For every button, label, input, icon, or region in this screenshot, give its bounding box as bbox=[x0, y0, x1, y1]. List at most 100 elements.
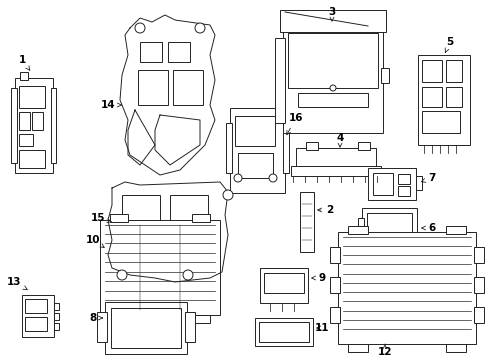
Bar bbox=[283, 28, 383, 133]
Bar bbox=[300, 192, 314, 252]
Text: 8: 8 bbox=[89, 313, 102, 323]
Polygon shape bbox=[120, 15, 215, 175]
Bar bbox=[19, 134, 33, 146]
Bar bbox=[97, 312, 107, 342]
Text: 3: 3 bbox=[328, 7, 336, 21]
Bar bbox=[381, 68, 389, 83]
Bar bbox=[446, 87, 462, 107]
Text: 7: 7 bbox=[421, 173, 436, 183]
Polygon shape bbox=[108, 182, 228, 282]
Bar bbox=[111, 308, 181, 348]
Bar bbox=[367, 213, 412, 251]
Bar bbox=[422, 60, 442, 82]
Text: 12: 12 bbox=[378, 344, 392, 357]
Bar bbox=[138, 70, 168, 105]
Bar bbox=[398, 174, 410, 184]
Bar bbox=[398, 186, 410, 196]
Bar bbox=[446, 60, 462, 82]
Bar bbox=[296, 148, 376, 170]
Bar bbox=[51, 88, 56, 163]
Bar bbox=[170, 195, 208, 223]
Bar bbox=[25, 299, 47, 313]
Bar bbox=[255, 318, 313, 346]
Bar bbox=[306, 142, 318, 150]
Bar bbox=[474, 247, 484, 263]
Bar bbox=[19, 150, 45, 168]
Bar bbox=[192, 214, 210, 222]
Bar bbox=[368, 168, 416, 200]
Bar bbox=[54, 313, 59, 320]
Bar bbox=[418, 55, 470, 145]
Circle shape bbox=[330, 85, 336, 91]
Bar bbox=[348, 226, 368, 234]
Bar bbox=[140, 42, 162, 62]
Bar bbox=[260, 268, 308, 303]
Bar bbox=[283, 123, 289, 173]
Circle shape bbox=[117, 270, 127, 280]
Bar bbox=[238, 153, 273, 178]
Circle shape bbox=[183, 270, 193, 280]
Bar bbox=[226, 123, 232, 173]
Polygon shape bbox=[128, 110, 155, 165]
Circle shape bbox=[135, 23, 145, 33]
Text: 9: 9 bbox=[312, 273, 325, 283]
Text: 10: 10 bbox=[86, 235, 104, 247]
Circle shape bbox=[269, 174, 277, 182]
Bar bbox=[330, 307, 340, 323]
Bar bbox=[298, 93, 368, 107]
Bar bbox=[275, 38, 285, 123]
Bar bbox=[259, 322, 309, 342]
Bar bbox=[362, 208, 417, 256]
Bar bbox=[11, 88, 17, 163]
Bar bbox=[19, 86, 45, 108]
Bar bbox=[474, 307, 484, 323]
Text: 2: 2 bbox=[318, 205, 334, 215]
Bar bbox=[373, 173, 393, 195]
Polygon shape bbox=[155, 115, 200, 165]
Text: 15: 15 bbox=[91, 213, 111, 223]
Bar bbox=[446, 344, 466, 352]
Text: 4: 4 bbox=[336, 133, 343, 147]
Text: 1: 1 bbox=[19, 55, 30, 70]
Bar bbox=[185, 312, 195, 342]
Bar bbox=[338, 232, 476, 344]
Bar bbox=[422, 87, 442, 107]
Bar bbox=[264, 273, 304, 293]
Text: 14: 14 bbox=[100, 100, 122, 110]
Bar bbox=[25, 317, 47, 331]
Circle shape bbox=[234, 174, 242, 182]
Bar bbox=[288, 33, 378, 88]
Bar bbox=[280, 10, 386, 32]
Bar bbox=[32, 112, 43, 130]
Text: 11: 11 bbox=[315, 323, 329, 333]
Text: 13: 13 bbox=[7, 277, 27, 289]
Bar bbox=[348, 344, 368, 352]
Bar bbox=[330, 277, 340, 293]
Bar bbox=[54, 323, 59, 330]
Bar bbox=[422, 111, 460, 133]
Bar bbox=[20, 72, 28, 80]
Bar bbox=[22, 295, 54, 337]
Bar bbox=[110, 315, 128, 323]
Text: 16: 16 bbox=[287, 113, 303, 135]
Text: 6: 6 bbox=[422, 223, 436, 233]
Bar bbox=[173, 70, 203, 105]
Text: 5: 5 bbox=[445, 37, 454, 53]
Bar bbox=[122, 230, 160, 258]
Bar bbox=[330, 247, 340, 263]
Bar bbox=[19, 112, 30, 130]
Bar bbox=[15, 78, 53, 173]
Bar bbox=[100, 220, 220, 315]
Bar bbox=[230, 108, 285, 193]
Bar bbox=[110, 214, 128, 222]
Bar bbox=[170, 230, 208, 258]
Bar bbox=[291, 166, 381, 176]
Bar bbox=[474, 277, 484, 293]
Bar bbox=[416, 176, 422, 190]
Bar bbox=[122, 195, 160, 223]
Bar bbox=[105, 302, 187, 354]
Bar bbox=[54, 303, 59, 310]
Bar bbox=[358, 218, 364, 246]
Circle shape bbox=[195, 23, 205, 33]
Bar bbox=[446, 226, 466, 234]
